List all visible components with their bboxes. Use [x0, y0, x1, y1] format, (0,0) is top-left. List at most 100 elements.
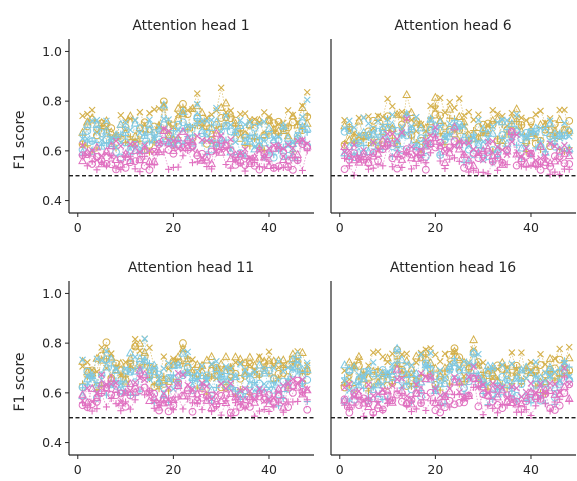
- data-point: [303, 375, 312, 384]
- panel-attention-head-1: Attention head 1 0 20 40 0.4 0.6 0.8 1.0: [42, 18, 314, 235]
- data-point: [93, 166, 101, 174]
- data-point: [189, 122, 196, 130]
- data-point: [125, 155, 135, 164]
- data-point: [160, 101, 168, 108]
- panel-title: Attention head 1: [132, 18, 249, 34]
- data-point: [102, 159, 111, 168]
- data-point: [551, 168, 559, 176]
- data-point: [302, 123, 312, 132]
- data-point: [283, 155, 293, 164]
- data-point: [145, 119, 154, 128]
- data-point: [517, 380, 526, 389]
- data-point: [393, 164, 402, 173]
- data-point: [125, 353, 135, 362]
- data-point: [532, 402, 540, 410]
- data-point: [422, 364, 430, 372]
- data-point: [169, 406, 177, 414]
- data-point: [388, 111, 396, 119]
- data-point: [227, 135, 235, 143]
- data-point: [489, 379, 497, 387]
- data-point: [294, 118, 302, 126]
- data-point: [412, 359, 420, 366]
- data-point: [459, 117, 469, 126]
- data-point: [341, 154, 349, 162]
- data-point: [541, 124, 549, 132]
- data-point: [436, 141, 444, 149]
- data-point: [470, 361, 478, 369]
- data-point: [479, 359, 487, 367]
- data-point: [279, 367, 287, 375]
- data-point: [241, 141, 249, 149]
- data-point: [527, 380, 535, 387]
- data-point: [484, 152, 492, 161]
- x-tick-label: 20: [427, 220, 443, 235]
- data-point: [498, 158, 507, 167]
- data-point: [294, 379, 302, 387]
- data-point: [107, 160, 116, 169]
- data-point: [251, 154, 259, 162]
- data-point: [107, 350, 115, 357]
- data-point: [508, 138, 516, 146]
- data-point: [284, 142, 292, 150]
- data-point: [344, 141, 354, 150]
- data-point: [284, 123, 293, 132]
- data-point: [93, 389, 101, 397]
- data-point: [340, 165, 349, 174]
- data-point: [431, 106, 439, 113]
- data-point: [122, 358, 129, 366]
- series-line: [344, 357, 570, 406]
- data-point: [260, 118, 268, 126]
- data-point: [341, 377, 348, 385]
- data-point: [450, 375, 459, 383]
- data-point: [513, 375, 521, 383]
- data-point: [88, 379, 97, 388]
- data-point: [368, 129, 378, 138]
- data-point: [341, 384, 348, 392]
- data-point: [498, 361, 506, 369]
- data-point: [364, 366, 373, 375]
- data-point: [97, 351, 106, 360]
- data-point: [251, 131, 259, 139]
- data-point: [169, 137, 177, 145]
- data-point: [265, 395, 273, 403]
- data-point: [88, 398, 96, 406]
- data-point: [364, 157, 373, 166]
- data-point: [364, 399, 373, 408]
- x-tick-label: 0: [74, 220, 82, 235]
- data-point: [488, 128, 498, 137]
- data-point: [117, 142, 125, 150]
- data-point: [203, 382, 211, 390]
- data-point: [393, 347, 401, 355]
- data-point: [140, 145, 150, 154]
- data-point: [251, 143, 259, 151]
- data-point: [211, 117, 221, 126]
- data-point: [365, 367, 372, 375]
- data-point: [349, 362, 359, 371]
- data-point: [402, 89, 412, 99]
- data-point: [208, 360, 216, 368]
- data-point: [508, 383, 516, 391]
- data-point: [378, 375, 387, 384]
- data-point: [213, 357, 220, 365]
- data-point: [435, 117, 445, 126]
- data-point: [259, 152, 269, 161]
- data-point: [546, 404, 554, 413]
- data-point: [561, 141, 568, 149]
- data-point: [241, 385, 249, 393]
- x-tick-label: 0: [336, 462, 344, 477]
- data-point: [503, 375, 511, 384]
- data-point: [446, 366, 454, 374]
- data-point: [83, 358, 91, 366]
- data-point: [227, 379, 235, 387]
- data-point: [88, 146, 96, 154]
- series-line: [344, 339, 570, 384]
- data-point: [555, 367, 565, 376]
- data-point: [378, 122, 388, 131]
- data-point: [484, 389, 492, 397]
- data-point: [460, 112, 468, 120]
- data-point: [435, 141, 445, 150]
- data-point: [98, 344, 106, 351]
- data-point: [299, 102, 306, 110]
- data-point: [507, 126, 517, 135]
- data-point: [340, 141, 350, 151]
